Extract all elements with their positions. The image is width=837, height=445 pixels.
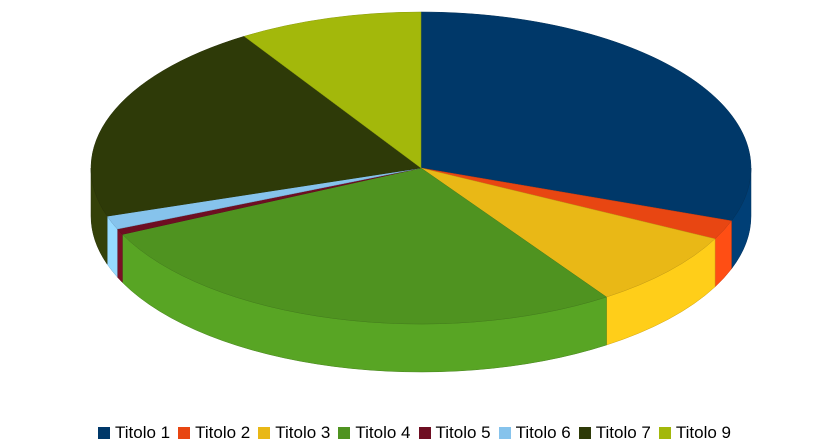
legend-swatch bbox=[98, 426, 110, 439]
legend-label: Titolo 1 bbox=[115, 422, 171, 442]
legend-item-2: Titolo 2 bbox=[178, 423, 250, 443]
legend-swatch bbox=[418, 426, 431, 439]
legend-item-7: Titolo 7 bbox=[578, 422, 651, 443]
legend-label: Titolo 7 bbox=[595, 422, 651, 442]
legend-swatch bbox=[258, 426, 271, 439]
legend-swatch bbox=[578, 426, 591, 439]
pie-slice-8 bbox=[243, 11, 422, 169]
pie-chart bbox=[90, 11, 752, 373]
legend-label: Titolo 2 bbox=[195, 422, 251, 442]
pie-slice-side-5 bbox=[117, 228, 123, 284]
pie-slice-7 bbox=[90, 36, 422, 217]
legend-label: Titolo 5 bbox=[435, 422, 491, 442]
legend-label: Titolo 4 bbox=[355, 422, 411, 442]
legend-label: Titolo 9 bbox=[675, 422, 731, 442]
legend-item-4: Titolo 4 bbox=[338, 422, 411, 443]
pie-slice-3 bbox=[420, 167, 716, 298]
legend-item-5: Titolo 5 bbox=[418, 422, 491, 443]
pie-top-faces bbox=[90, 11, 752, 325]
legend-label: Titolo 6 bbox=[515, 422, 571, 442]
pie-slice-4 bbox=[121, 167, 608, 325]
chart-legend: Titolo 1 Titolo 2 Titolo 3 Titolo 4 Titolo 5… bbox=[0, 420, 837, 445]
legend-item-6: Titolo 6 bbox=[498, 422, 571, 443]
legend-label: Titolo 3 bbox=[275, 422, 331, 442]
legend-swatch bbox=[338, 426, 351, 439]
legend-swatch bbox=[178, 426, 191, 439]
legend-item-8: Titolo 9 bbox=[658, 422, 731, 443]
legend-item-3: Titolo 3 bbox=[258, 423, 330, 443]
legend-swatch bbox=[498, 426, 511, 439]
legend-swatch bbox=[658, 426, 671, 439]
pie-slice-1 bbox=[420, 11, 752, 222]
legend-item-1: Titolo 1 bbox=[98, 423, 170, 443]
